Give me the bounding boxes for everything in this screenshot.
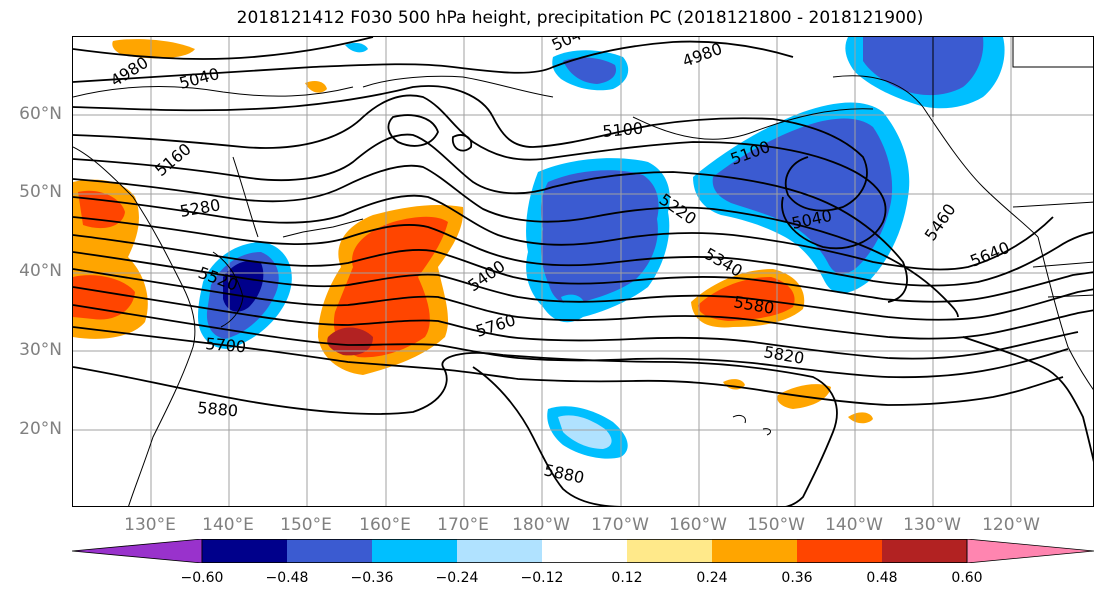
colorbar-tick: 0.36 [781, 570, 813, 586]
height-contours [73, 37, 1093, 506]
colorbar-tick: −0.12 [520, 570, 564, 586]
graticule [73, 37, 1093, 506]
lon-label-130e: 130°E [124, 515, 176, 535]
lat-label-30n: 30°N [19, 340, 62, 360]
contour-label: 4980 [107, 53, 152, 91]
contour-label: 5100 [602, 119, 644, 141]
lat-label-50n: 50°N [19, 182, 62, 202]
colorbar [71, 538, 1095, 564]
lon-label-150w: 150°W [747, 515, 805, 535]
lon-label-180w: 180°W [512, 515, 570, 535]
colorbar-segment [542, 539, 627, 563]
colorbar-tick: 0.60 [951, 570, 983, 586]
colorbar-segment [287, 539, 372, 563]
contour-label: 4980 [680, 39, 725, 71]
map-panel: 4980 5040 5040 4980 5100 5160 5100 5220 … [72, 36, 1094, 507]
lon-label-140e: 140°E [202, 515, 254, 535]
coastlines [73, 37, 1093, 506]
colorbar-tick: 0.24 [696, 570, 728, 586]
lon-label-120w: 120°W [982, 515, 1040, 535]
contour-label: 5760 [473, 310, 518, 341]
colorbar-tick: −0.48 [265, 570, 309, 586]
contour-label: 5700 [205, 334, 247, 356]
contour-label: 5880 [542, 460, 586, 487]
contour-label: 5880 [197, 398, 239, 420]
lat-label-40n: 40°N [19, 261, 62, 281]
colorbar-tick: 0.12 [611, 570, 643, 586]
colorbar-segment [712, 539, 797, 563]
colorbar-segment [882, 539, 967, 563]
colorbar-svg [71, 538, 1095, 564]
lon-label-130w: 130°W [903, 515, 961, 535]
colorbar-tick: 0.48 [866, 570, 898, 586]
lon-label-170e: 170°E [437, 515, 489, 535]
colorbar-extend-low [71, 538, 203, 564]
colorbar-extend-high [966, 538, 1095, 564]
contour-label: 5460 [921, 200, 960, 244]
contour-label: 5640 [967, 238, 1012, 271]
colorbar-segment [797, 539, 882, 563]
lat-label-20n: 20°N [19, 419, 62, 439]
map-canvas: 4980 5040 5040 4980 5100 5160 5100 5220 … [73, 37, 1093, 506]
colorbar-segment [372, 539, 457, 563]
lon-label-140w: 140°W [825, 515, 883, 535]
lon-label-170w: 170°W [591, 515, 649, 535]
colorbar-tick: −0.60 [180, 570, 224, 586]
lat-label-60n: 60°N [19, 104, 62, 124]
colorbar-segment [202, 539, 287, 563]
colorbar-tick: −0.36 [350, 570, 394, 586]
precip-negative-shading [198, 37, 1005, 459]
contour-label: 5280 [178, 195, 221, 221]
colorbar-segment [627, 539, 712, 563]
colorbar-tick: −0.24 [435, 570, 479, 586]
colorbar-segment [457, 539, 542, 563]
contour-label: 5160 [151, 139, 194, 180]
lon-label-150e: 150°E [280, 515, 332, 535]
lon-label-160w: 160°W [669, 515, 727, 535]
lon-label-160e: 160°E [359, 515, 411, 535]
contour-label: 5340 [701, 244, 746, 281]
map-title: 2018121412 F030 500 hPa height, precipit… [236, 8, 924, 28]
